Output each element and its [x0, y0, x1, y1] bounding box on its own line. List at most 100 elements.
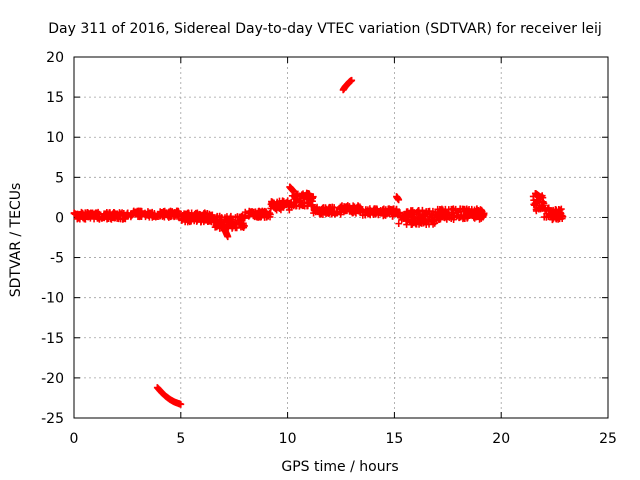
data-point — [93, 210, 101, 217]
y-tick-label: -15 — [41, 331, 64, 347]
data-point — [145, 211, 153, 219]
data-point — [425, 220, 433, 228]
data-point — [201, 213, 209, 221]
data-point — [465, 209, 473, 217]
data-point — [220, 223, 227, 231]
data-point — [119, 215, 127, 223]
data-point — [478, 206, 486, 214]
data-point — [461, 205, 469, 213]
data-point — [87, 212, 95, 220]
data-point — [449, 206, 457, 213]
data-point — [324, 209, 332, 216]
data-point — [531, 201, 538, 209]
data-point — [534, 204, 542, 212]
data-point — [194, 214, 201, 222]
data-point — [163, 209, 170, 217]
data-point — [469, 211, 477, 219]
data-point — [387, 205, 394, 213]
data-point — [208, 211, 216, 219]
data-point — [319, 205, 327, 213]
y-tick-label: -25 — [41, 411, 64, 427]
data-point — [156, 209, 164, 217]
data-point — [83, 213, 91, 220]
data-point — [374, 208, 382, 216]
data-point — [223, 215, 231, 223]
data-point — [424, 207, 432, 215]
x-tick-label: 15 — [385, 431, 403, 447]
data-point — [124, 210, 131, 218]
data-point — [253, 209, 261, 217]
plot-frame — [73, 56, 609, 419]
data-point — [177, 400, 185, 408]
data-point — [150, 212, 158, 220]
data-point — [232, 214, 239, 221]
data-point — [480, 211, 488, 219]
data-points — [70, 76, 567, 408]
data-point — [290, 188, 298, 196]
data-point — [395, 196, 403, 204]
data-point — [234, 217, 242, 224]
data-point — [227, 212, 235, 220]
data-point — [217, 216, 224, 223]
data-point — [189, 212, 197, 220]
x-axis-label: GPS time / hours — [281, 459, 398, 475]
y-tick-label: 20 — [46, 50, 64, 66]
data-point — [178, 212, 186, 220]
y-tick-label: 10 — [46, 130, 64, 146]
data-point — [359, 206, 366, 213]
y-tick-label: -5 — [50, 251, 64, 267]
data-point — [305, 199, 312, 206]
data-point — [210, 216, 218, 224]
data-point — [77, 211, 84, 218]
data-point — [419, 211, 427, 219]
chart-title: Day 311 of 2016, Sidereal Day-to-day VTE… — [48, 21, 602, 37]
data-point — [450, 216, 458, 224]
y-tick-label: -20 — [41, 371, 64, 387]
data-point — [389, 210, 397, 218]
data-point — [228, 219, 236, 227]
data-point — [408, 220, 416, 228]
data-point — [212, 223, 220, 231]
data-point — [344, 205, 352, 213]
data-point — [283, 200, 291, 208]
data-point — [436, 210, 444, 217]
data-point — [463, 214, 471, 222]
data-point — [417, 217, 425, 225]
data-point — [301, 192, 309, 200]
y-tick-label: -10 — [41, 291, 64, 307]
y-axis-label: SDTVAR / TECUs — [8, 183, 24, 298]
data-point — [551, 212, 559, 220]
data-point — [310, 206, 318, 213]
data-point — [270, 203, 278, 211]
data-point — [552, 208, 560, 215]
data-point — [105, 211, 113, 219]
data-point — [359, 211, 367, 219]
data-point — [402, 211, 410, 218]
data-point — [103, 215, 111, 223]
data-point — [263, 210, 270, 218]
data-point — [118, 209, 126, 217]
data-point — [407, 208, 415, 216]
x-tick-label: 25 — [599, 431, 617, 447]
data-point — [424, 217, 432, 225]
data-point — [183, 212, 191, 220]
data-point — [536, 193, 544, 200]
data-point — [402, 217, 410, 225]
data-point — [276, 203, 284, 211]
y-tick-label: 15 — [46, 90, 64, 106]
y-tick-label: 5 — [55, 170, 64, 186]
data-point — [246, 208, 254, 216]
data-point — [348, 76, 356, 84]
x-tick-label: 5 — [176, 431, 185, 447]
data-point — [184, 217, 192, 225]
data-point — [454, 208, 461, 216]
data-point — [133, 207, 141, 215]
data-point — [288, 192, 296, 200]
data-point — [545, 211, 553, 219]
data-point — [408, 213, 415, 221]
data-point — [141, 210, 149, 217]
data-point — [299, 202, 307, 210]
x-tick-label: 20 — [492, 431, 510, 447]
data-point — [290, 202, 298, 210]
